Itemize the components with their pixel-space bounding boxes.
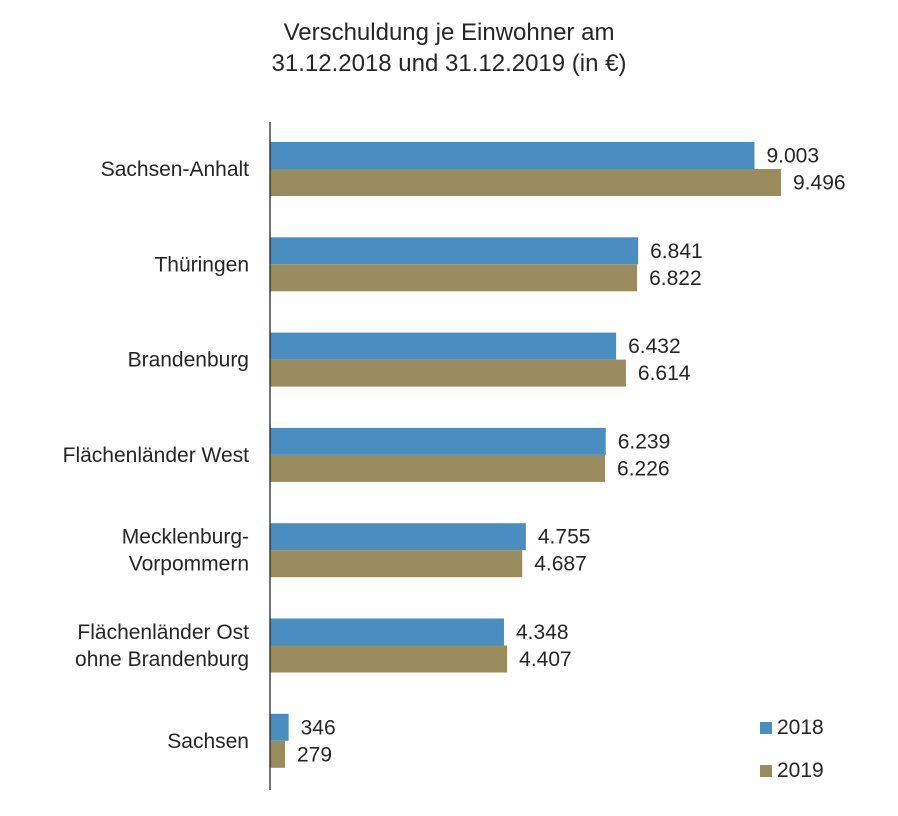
bar-2018 — [270, 427, 606, 455]
chart-title-line-2: 31.12.2018 und 31.12.2019 (in €) — [271, 50, 627, 77]
category-label-line: Flächenländer Ost — [77, 621, 249, 644]
bar-2019 — [270, 264, 638, 292]
data-label-2018: 346 — [301, 716, 336, 739]
chart-title-line-1: Verschuldung je Einwohner am — [283, 19, 615, 46]
bar-2018 — [270, 142, 755, 169]
category-label-line: ohne Brandenburg — [75, 648, 249, 671]
category-label-line: Flächenländer West — [63, 444, 250, 467]
bar-2018 — [270, 618, 504, 646]
category-label-line: Mecklenburg- — [122, 526, 249, 549]
category-label-line: Sachsen — [167, 730, 249, 753]
data-label-2019: 4.687 — [534, 553, 587, 576]
category-label-line: Sachsen-Anhalt — [101, 158, 249, 181]
bar-2019 — [270, 169, 781, 196]
category-label: Flächenländer Ost ohne Brandenburg — [75, 621, 249, 671]
bar-2019 — [270, 359, 626, 387]
data-label-2018: 4.755 — [538, 526, 591, 549]
data-label-2018: 6.239 — [618, 430, 671, 453]
data-label-2019: 279 — [297, 743, 332, 766]
category-label: Flächenländer West — [63, 444, 250, 467]
legend-label-2019: 2019 — [777, 759, 824, 782]
bar-2018 — [270, 237, 639, 265]
bar-2019 — [270, 740, 286, 768]
data-label-2019: 6.226 — [617, 457, 670, 480]
category-label: Sachsen-Anhalt — [101, 158, 249, 181]
chart-title: Verschuldung je Einwohner am 31.12.2018 … — [0, 17, 898, 79]
category-label: Brandenburg — [128, 349, 249, 372]
bar-2018 — [270, 713, 289, 741]
bar-2018 — [270, 332, 617, 360]
category-label: Thüringen — [154, 253, 249, 276]
bar-2018 — [270, 523, 526, 551]
bar-2019 — [270, 550, 523, 578]
data-label-2019: 4.407 — [519, 648, 572, 671]
data-label-2018: 4.348 — [516, 621, 569, 644]
legend-swatch-2019 — [760, 765, 772, 777]
data-label-2019: 6.822 — [649, 267, 702, 290]
category-label-line: Brandenburg — [128, 349, 249, 372]
data-label-2019: 6.614 — [638, 362, 691, 385]
data-label-2019: 9.496 — [793, 172, 846, 195]
legend-label-2018: 2018 — [777, 716, 824, 739]
category-label-line: Thüringen — [154, 253, 249, 276]
category-label: Mecklenburg- Vorpommern — [122, 526, 249, 576]
category-label-line: Vorpommern — [129, 553, 249, 576]
data-label-2018: 9.003 — [766, 145, 819, 168]
bar-2019 — [270, 454, 606, 482]
data-label-2018: 6.841 — [650, 240, 703, 263]
category-label: Sachsen — [167, 730, 249, 753]
bar-2019 — [270, 645, 508, 673]
legend-swatch-2018 — [760, 722, 772, 734]
data-label-2018: 6.432 — [628, 335, 681, 358]
